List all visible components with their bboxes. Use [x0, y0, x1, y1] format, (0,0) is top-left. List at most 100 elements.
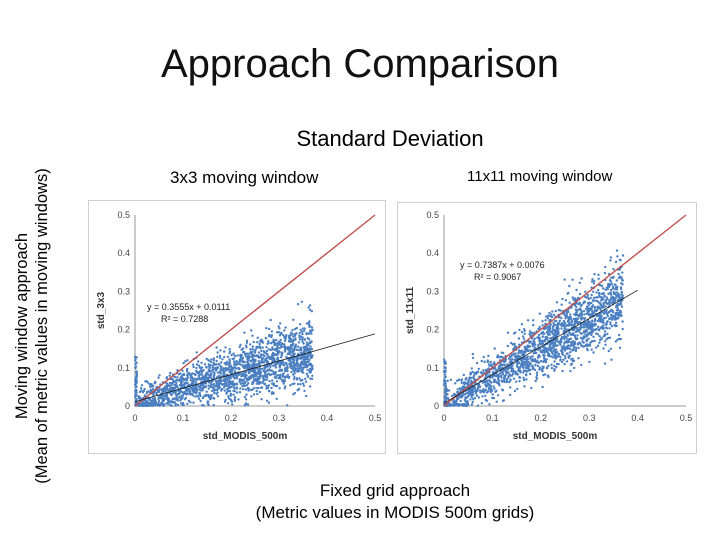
data-point [462, 404, 465, 407]
data-point [597, 329, 601, 332]
data-point [547, 339, 550, 342]
data-point [242, 388, 245, 391]
data-point [165, 377, 168, 380]
data-point [175, 393, 178, 396]
data-point [548, 330, 552, 333]
data-point [257, 360, 260, 363]
data-point [612, 268, 615, 271]
data-point [207, 384, 210, 387]
data-point [273, 353, 277, 356]
data-point [488, 363, 491, 366]
data-point [138, 390, 142, 394]
data-point [605, 309, 608, 312]
data-point [271, 341, 274, 344]
data-point [611, 285, 615, 288]
data-point [275, 342, 279, 345]
data-point [284, 337, 287, 341]
data-point [251, 382, 254, 386]
data-point [134, 356, 137, 359]
y-tick-label: 0.5 [117, 210, 130, 220]
data-point [276, 344, 279, 348]
data-point [139, 387, 143, 390]
data-point [590, 322, 594, 325]
data-point [224, 346, 227, 349]
data-point [264, 337, 268, 340]
data-point [523, 329, 526, 332]
data-point [531, 358, 534, 361]
data-point [259, 361, 262, 364]
data-point [143, 404, 146, 407]
data-point [509, 374, 512, 377]
x-tick-label: 0 [441, 413, 446, 423]
data-point [457, 378, 461, 381]
data-point [188, 373, 191, 376]
data-point [570, 320, 574, 323]
data-point [182, 373, 186, 376]
data-point [486, 359, 489, 362]
data-point [261, 374, 264, 377]
data-point [541, 324, 544, 327]
data-point [497, 379, 501, 382]
data-point [475, 394, 479, 397]
data-point [278, 387, 281, 390]
data-point [585, 307, 588, 311]
chart-11x11-frame: 0 0.1 0.2 0.3 0.4 0.5 0 0.1 0.2 0.3 0.4 0.5 std_MODI… [397, 202, 697, 454]
data-point [614, 260, 618, 264]
data-point [300, 363, 303, 366]
data-point [226, 355, 230, 358]
data-point [229, 371, 233, 375]
data-point [502, 377, 505, 380]
data-point [585, 340, 588, 343]
data-point [453, 404, 456, 407]
data-point [567, 319, 570, 322]
data-point [604, 323, 607, 326]
data-point [543, 351, 546, 354]
data-point [602, 324, 605, 327]
x-axis-title: std_MODIS_500m [513, 431, 598, 442]
data-point [618, 275, 622, 278]
data-point [460, 381, 463, 384]
data-point [565, 328, 568, 331]
data-point [473, 387, 477, 390]
data-point [582, 335, 585, 338]
data-point [306, 365, 309, 368]
data-point [480, 390, 483, 393]
y-tick-label: 0 [434, 401, 439, 411]
data-point [542, 345, 546, 348]
data-point [232, 352, 235, 355]
data-point [231, 403, 234, 406]
data-point [552, 313, 556, 316]
data-point [444, 373, 447, 376]
data-point [598, 338, 602, 342]
data-point [578, 312, 582, 315]
data-point [305, 360, 308, 364]
data-point [561, 297, 564, 301]
data-point [614, 288, 617, 291]
data-point [524, 360, 527, 363]
data-point [489, 385, 492, 388]
data-point [546, 317, 549, 320]
data-point [249, 369, 252, 373]
data-point [225, 392, 228, 395]
data-point [509, 393, 512, 397]
data-point [492, 362, 495, 366]
data-point [546, 328, 550, 331]
data-point [609, 347, 612, 350]
data-point [218, 356, 222, 359]
data-point [181, 369, 184, 372]
data-point [299, 383, 302, 386]
data-point [307, 306, 310, 309]
data-point [620, 305, 624, 308]
data-point [506, 344, 509, 348]
data-point [466, 401, 470, 404]
data-point [251, 347, 254, 351]
data-point [158, 374, 161, 377]
data-point [273, 371, 276, 374]
data-point [598, 335, 601, 338]
data-point [301, 332, 304, 336]
data-point [493, 380, 496, 384]
data-point [292, 361, 296, 365]
data-point [267, 389, 271, 393]
data-point [239, 382, 242, 386]
data-point [206, 402, 209, 405]
